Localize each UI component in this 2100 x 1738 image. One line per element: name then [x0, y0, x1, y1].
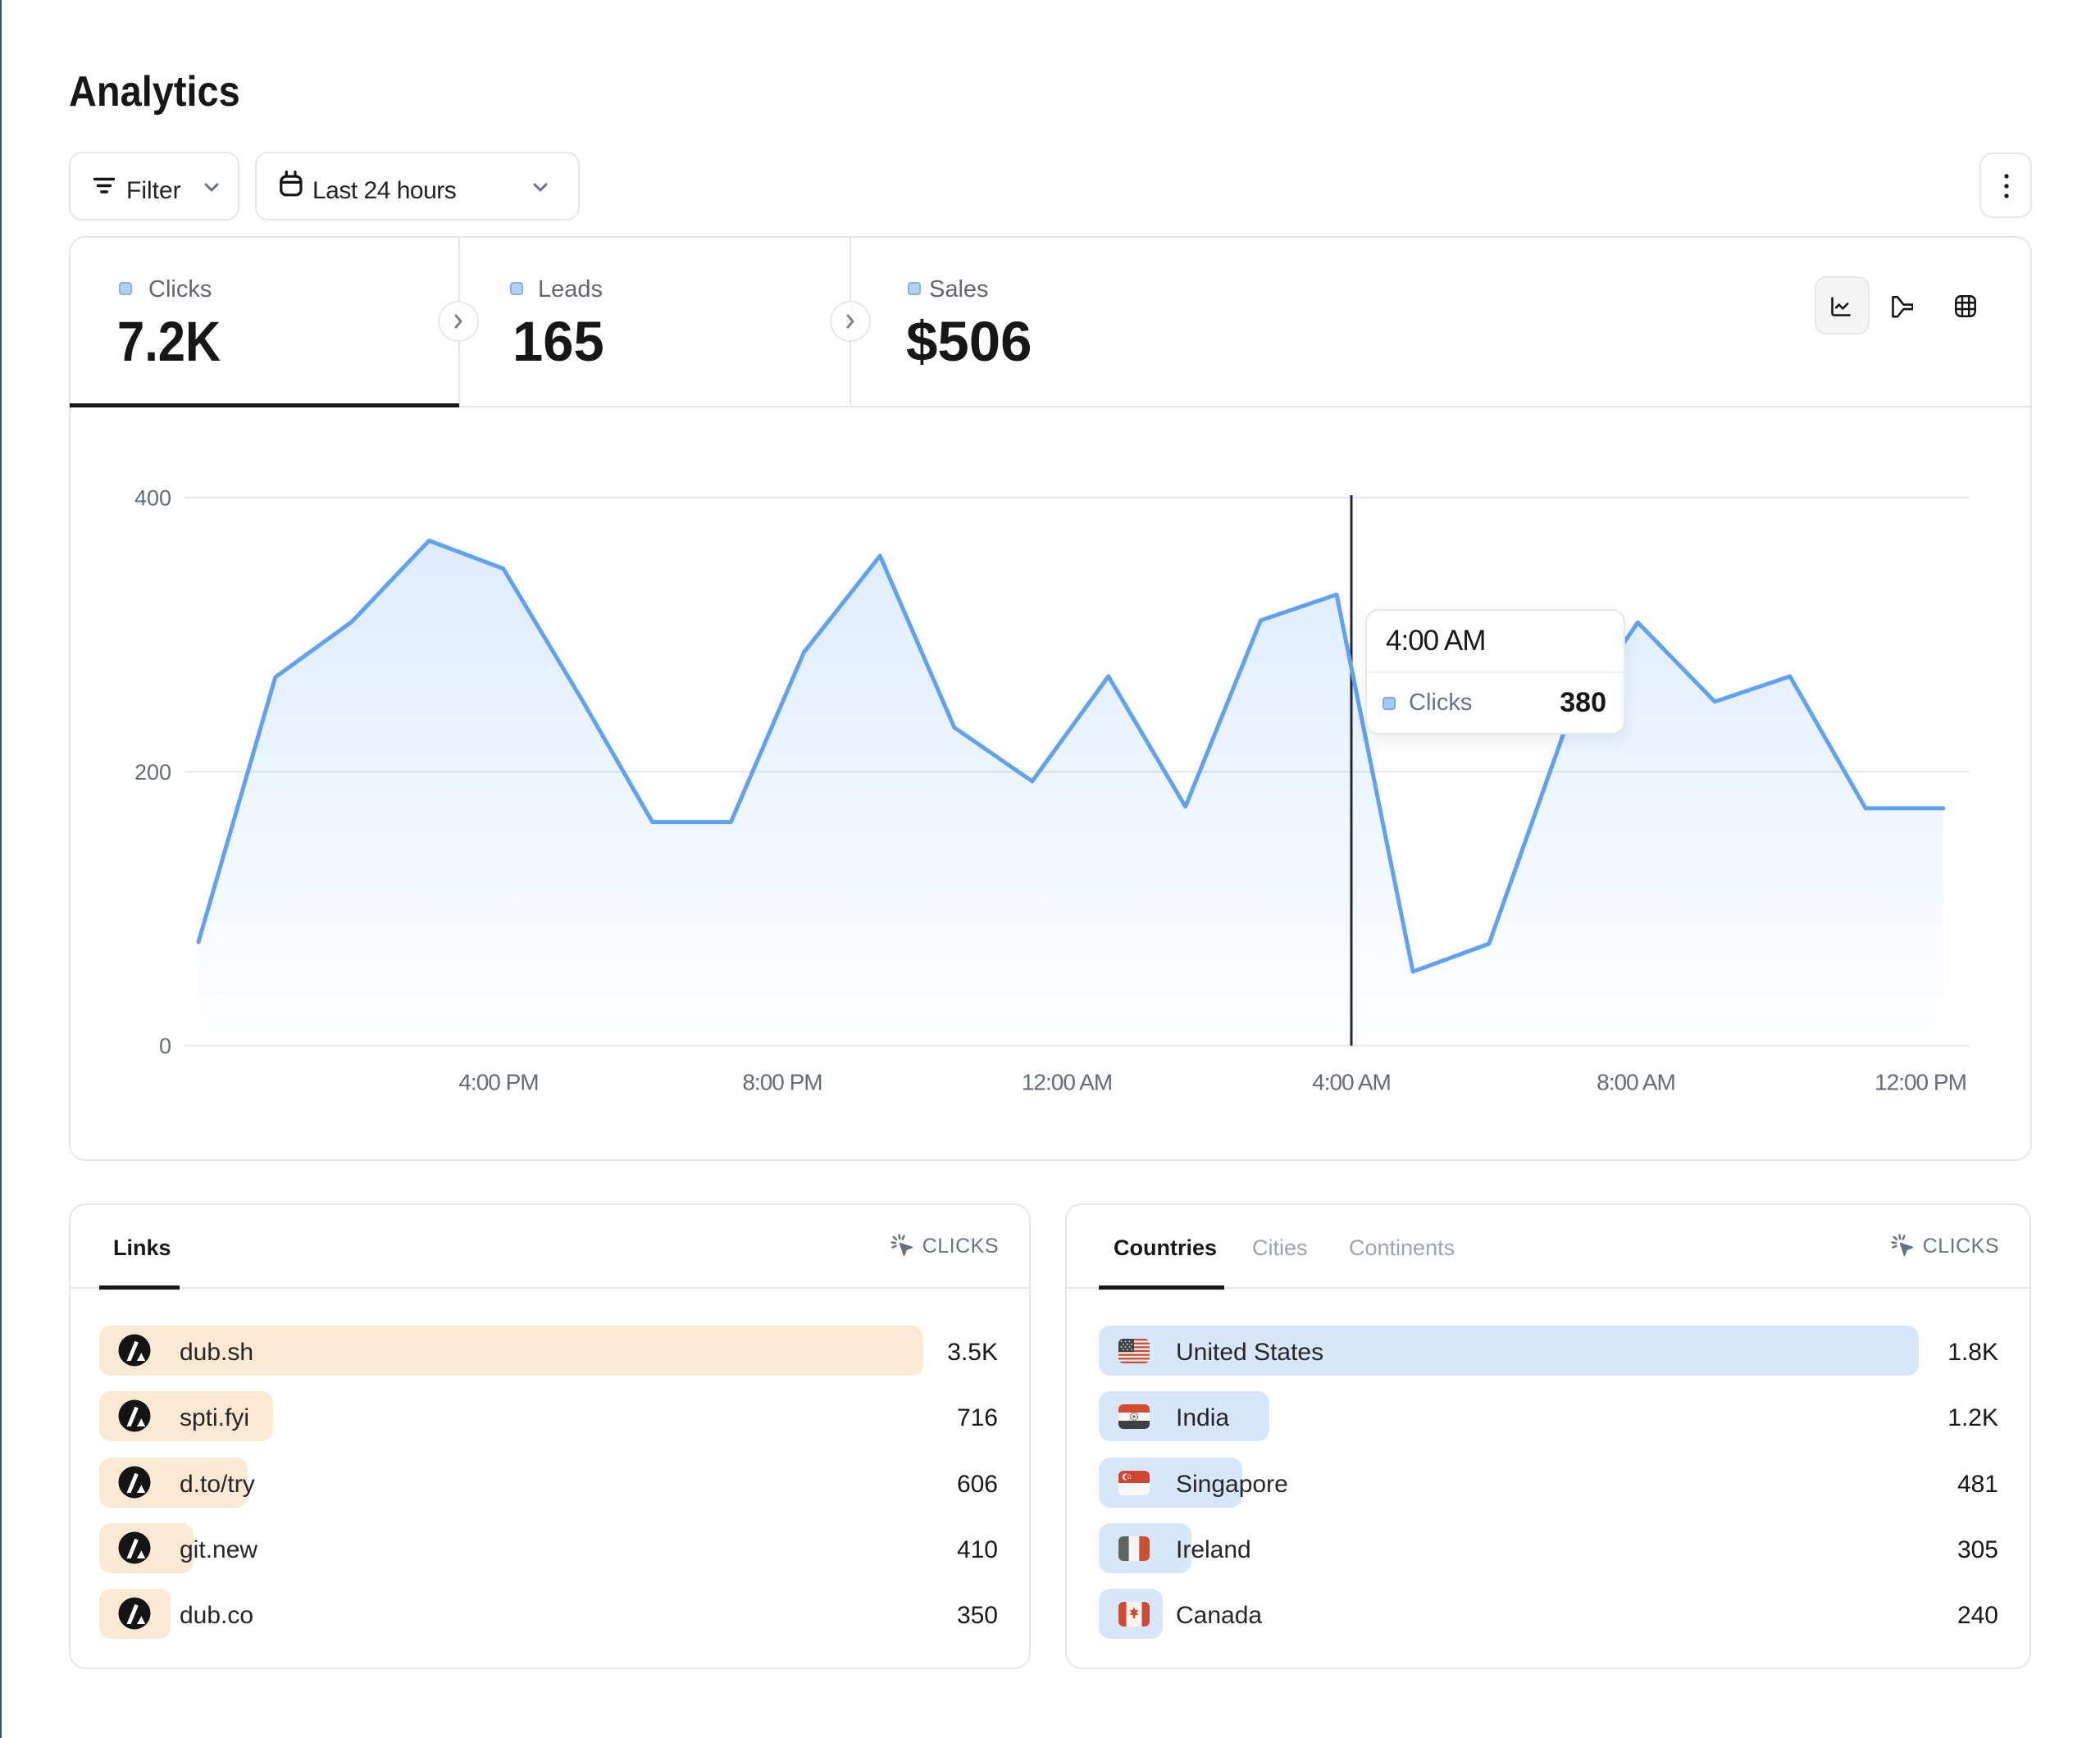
svg-text:200: 200 [134, 760, 171, 785]
svg-text:8:00 PM: 8:00 PM [742, 1070, 822, 1095]
svg-text:0: 0 [159, 1034, 171, 1058]
svg-text:4:00 AM: 4:00 AM [1312, 1070, 1391, 1095]
svg-text:4:00 PM: 4:00 PM [458, 1070, 538, 1095]
svg-text:12:00 PM: 12:00 PM [1875, 1070, 1966, 1095]
svg-text:12:00 AM: 12:00 AM [1022, 1070, 1112, 1095]
svg-text:400: 400 [134, 486, 171, 511]
svg-text:8:00 AM: 8:00 AM [1597, 1070, 1675, 1095]
